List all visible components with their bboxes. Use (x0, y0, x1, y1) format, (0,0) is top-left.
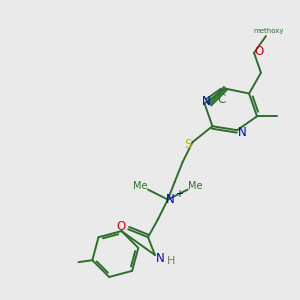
Text: H: H (167, 256, 175, 266)
Text: Me: Me (133, 181, 147, 191)
Text: N: N (165, 193, 174, 206)
Text: N: N (155, 253, 164, 266)
Text: S: S (184, 138, 191, 151)
Text: C: C (218, 92, 226, 106)
Text: N: N (202, 94, 210, 107)
Text: O: O (117, 220, 126, 233)
Text: Me: Me (188, 181, 203, 191)
Text: +: + (175, 189, 183, 199)
Text: N: N (238, 126, 247, 139)
Text: methoxy: methoxy (254, 28, 284, 34)
Text: O: O (254, 45, 264, 58)
